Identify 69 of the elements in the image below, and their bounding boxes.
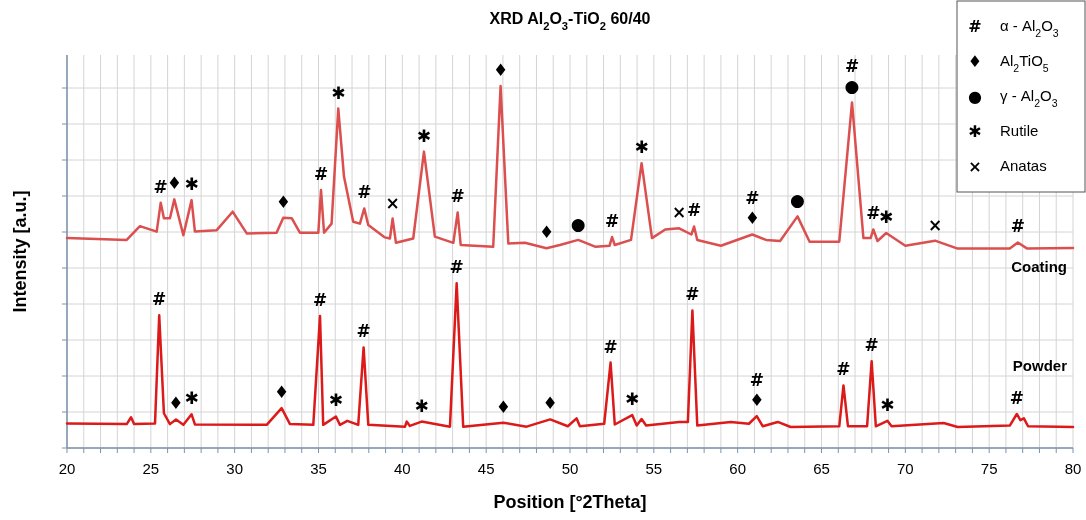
x-tick-label: 45 xyxy=(477,460,495,477)
annotation: ♦ xyxy=(492,60,509,81)
x-tick-label: 70 xyxy=(896,460,914,477)
chart-title: XRD Al$_{2}$O$_{3}$-TiO$_{2}$ 60/40 xyxy=(489,10,651,32)
y-axis-title: Intensity [a.u.] xyxy=(10,190,30,313)
annotation: ● xyxy=(844,76,860,97)
annotation: # xyxy=(312,289,328,310)
x-tick-label: 80 xyxy=(1064,460,1082,477)
annotation: ✱ xyxy=(184,174,199,195)
annotation: × xyxy=(672,202,687,223)
annotation: # xyxy=(604,210,620,231)
annotation: # xyxy=(313,163,329,184)
x-tick-label: 60 xyxy=(729,460,747,477)
x-tick-label: 35 xyxy=(310,460,327,477)
series-label: Coating xyxy=(1011,257,1067,275)
annotation: ♦ xyxy=(538,222,555,243)
annotation: ♦ xyxy=(273,382,290,403)
annotation: # xyxy=(449,257,464,278)
annotation: ● xyxy=(570,213,586,234)
annotation: ✱ xyxy=(328,390,344,411)
x-tick-label: 20 xyxy=(58,460,76,477)
x-tick-label: 55 xyxy=(645,460,663,477)
annotation: ✱ xyxy=(414,395,429,416)
annotation: ● xyxy=(790,190,805,211)
annotation: # xyxy=(836,359,851,380)
annotation: ♦ xyxy=(166,173,182,194)
x-tick-label: 75 xyxy=(980,460,998,477)
annotation: ✱ xyxy=(184,388,199,409)
annotation: # xyxy=(603,336,618,357)
annotation: ✱ xyxy=(880,394,895,415)
annotation: # xyxy=(357,182,372,203)
x-tick-label: 50 xyxy=(561,460,579,477)
annotation: ✱ xyxy=(879,206,894,227)
annotation: ✱ xyxy=(634,137,649,158)
annotation: # xyxy=(866,203,881,224)
annotation: ✱ xyxy=(625,389,640,410)
annotation: ✱ xyxy=(416,125,432,146)
annotation: # xyxy=(864,335,879,356)
text: ♦ Al$_{2}$TiO$_{5}$ xyxy=(967,51,1049,75)
annotation: # xyxy=(844,56,860,77)
annotation: # xyxy=(153,176,168,197)
annotation: ♦ xyxy=(744,208,760,229)
x-tick-label: 40 xyxy=(393,460,411,477)
annotation: ♦ xyxy=(749,390,765,411)
text: Powder xyxy=(1012,357,1068,375)
x-tick-label: 65 xyxy=(813,460,830,477)
annotation: × xyxy=(927,214,943,235)
annotation: # xyxy=(1009,387,1024,408)
text: # α - Al$_{2}$O$_{3}$ xyxy=(968,16,1059,40)
annotation: ♦ xyxy=(495,396,511,417)
x-axis-title: Position [°2Theta] xyxy=(493,492,647,512)
annotation: ♦ xyxy=(275,191,291,212)
annotation: # xyxy=(685,284,700,305)
annotation: ♦ xyxy=(168,393,184,414)
annotation: ✱ xyxy=(331,82,346,103)
annotation: ● γ - Al$_{2}$O$_{3}$ xyxy=(968,86,1058,110)
annotation: # xyxy=(745,188,760,209)
x-tick-label: 30 xyxy=(226,460,244,477)
annotation: ✱ Rutile xyxy=(968,121,1039,141)
x-tick-label: 25 xyxy=(142,460,160,477)
annotation: × xyxy=(385,192,400,213)
annotation: # xyxy=(152,289,167,310)
annotation: # xyxy=(356,321,371,342)
annotation: # xyxy=(1010,216,1025,237)
annotation: × Anatas xyxy=(968,156,1047,176)
annotation: # xyxy=(749,370,764,391)
annotation: # xyxy=(686,200,702,221)
annotation: # xyxy=(450,186,465,207)
annotation: ♦ xyxy=(542,393,558,414)
